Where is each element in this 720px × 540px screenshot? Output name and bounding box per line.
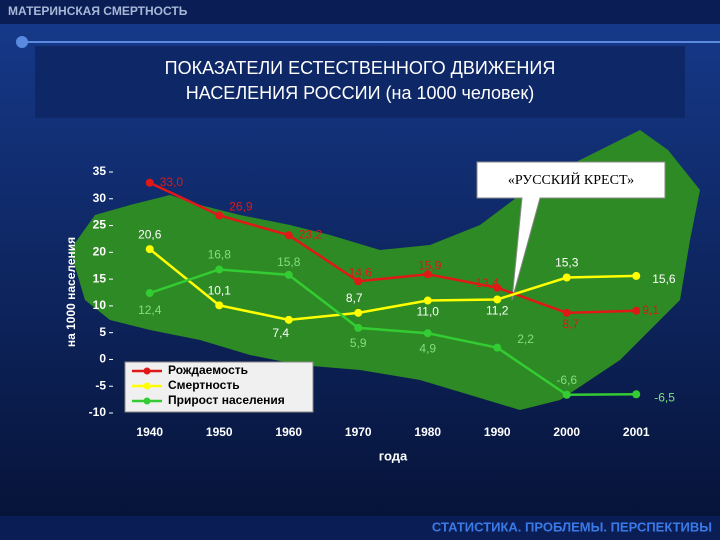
data-label: 15,9	[418, 258, 442, 272]
data-label: 16,8	[208, 248, 232, 262]
legend-marker	[143, 397, 151, 405]
data-point	[562, 273, 571, 282]
data-label: 15,3	[555, 256, 579, 270]
title-wrap: ПОКАЗАТЕЛИ ЕСТЕСТВЕННОГО ДВИЖЕНИЯ НАСЕЛЕ…	[164, 58, 556, 103]
data-label: 4,9	[419, 341, 436, 355]
data-label: -6,6	[556, 373, 577, 387]
data-label: 9,1	[642, 303, 659, 317]
data-label: 15,6	[652, 272, 676, 286]
x-tick-label: 1970	[345, 425, 372, 439]
y-tick-label: 5	[99, 325, 106, 339]
chart-title: ПОКАЗАТЕЛИ ЕСТЕСТВЕННОГО ДВИЖЕНИЯ НАСЕЛЕ…	[164, 58, 556, 103]
y-tick-label: 15	[93, 271, 107, 285]
x-tick-label: 1950	[206, 425, 233, 439]
data-point	[632, 390, 641, 399]
data-label: 7,4	[272, 326, 289, 340]
x-tick-label: 1940	[136, 425, 163, 439]
data-point	[215, 301, 224, 310]
y-tick-label: 10	[93, 298, 107, 312]
data-point	[284, 270, 293, 279]
data-point	[145, 245, 154, 254]
data-label: 20,6	[138, 227, 162, 241]
data-point	[354, 277, 363, 286]
x-tick-label: 1980	[414, 425, 441, 439]
data-label: 11,0	[417, 305, 440, 319]
data-point	[562, 308, 571, 317]
data-label: 23,2	[299, 227, 323, 241]
y-axis-title: на 1000 населения	[64, 237, 78, 347]
x-tick-label: 2000	[553, 425, 580, 439]
y-tick-label: -10	[89, 405, 107, 419]
footer-bar	[0, 516, 720, 540]
footer: СТАТИСТИКА. ПРОБЛЕМЫ. ПЕРСПЕКТИВЫ	[432, 519, 712, 534]
x-axis-title: года	[379, 448, 408, 463]
y-tick-label: 0	[99, 352, 106, 366]
series-line	[148, 248, 637, 322]
x-tick-label: 1960	[275, 425, 302, 439]
data-label: 14,6	[349, 265, 373, 279]
data-point	[215, 211, 224, 220]
data-label: 5,9	[350, 336, 367, 350]
data-point	[284, 315, 293, 324]
x-tick-label: 1990	[484, 425, 511, 439]
data-label: 11,2	[486, 304, 509, 318]
data-point	[562, 390, 571, 399]
legend-marker	[143, 382, 151, 390]
data-label: 2,2	[517, 332, 534, 346]
y-tick-label: 30	[93, 191, 107, 205]
data-point	[284, 231, 293, 240]
data-label: 8,7	[562, 317, 579, 331]
data-label: -6,5	[654, 390, 675, 404]
series-line	[149, 268, 637, 397]
y-tick-label: 35	[93, 164, 107, 178]
title-box	[35, 46, 685, 118]
data-point	[632, 306, 641, 315]
callout	[476, 161, 666, 301]
data-label: 33,0	[160, 175, 184, 189]
data-label: 26,9	[229, 200, 253, 214]
data-point	[423, 296, 432, 305]
header-bar	[0, 0, 720, 24]
map-background	[70, 130, 700, 410]
y-tick-label: -5	[95, 378, 106, 392]
legend-label: Прирост населения	[168, 393, 285, 407]
y-tick-label: 25	[93, 218, 107, 232]
data-label: 15,8	[277, 255, 301, 269]
data-point	[632, 271, 641, 280]
legend-label: Смертность	[168, 378, 240, 392]
data-point	[493, 283, 502, 292]
data-label: 13,4	[476, 276, 500, 290]
data-label: 8,7	[346, 291, 363, 305]
series-line	[149, 181, 637, 315]
data-point	[354, 308, 363, 317]
data-point	[493, 295, 502, 304]
data-point	[145, 289, 154, 298]
legend-marker	[143, 367, 151, 375]
x-tick-label: 2001	[623, 425, 650, 439]
annotation: «РУССКИЙ КРЕСТ»	[508, 171, 634, 188]
y-tick-label: 20	[93, 245, 107, 259]
data-point	[423, 270, 432, 279]
divider-dot	[16, 36, 28, 48]
data-label: 12,4	[138, 303, 162, 317]
legend-label: Рождаемость	[168, 363, 248, 377]
data-point	[215, 265, 224, 274]
data-point	[354, 323, 363, 332]
data-point	[493, 343, 502, 352]
header: МАТЕРИНСКАЯ СМЕРТНОСТЬ	[8, 4, 188, 18]
data-point	[145, 178, 154, 187]
data-point	[423, 329, 432, 338]
data-label: 10,1	[208, 284, 232, 298]
